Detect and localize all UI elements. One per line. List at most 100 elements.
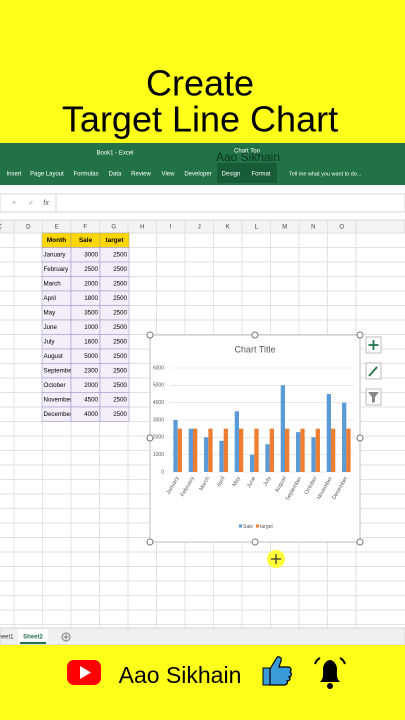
tell-me[interactable]: Tell me what you want to do...	[289, 171, 362, 177]
cell-text: 2500	[113, 382, 127, 389]
handle[interactable]	[251, 331, 259, 339]
plus-icon	[368, 340, 379, 350]
legend-label: Sale	[243, 524, 253, 530]
cell-text: 1600	[84, 338, 98, 345]
column-header: O	[339, 225, 344, 231]
cell-text: March	[44, 280, 62, 287]
ribbon-tab[interactable]: View	[162, 172, 176, 178]
like-icon	[262, 656, 292, 686]
chart-title: Chart Title	[234, 344, 275, 354]
handle[interactable]	[146, 434, 154, 442]
cell-text: November	[44, 396, 73, 403]
handle[interactable]	[356, 331, 364, 339]
bar	[254, 428, 259, 472]
legend-swatch	[256, 524, 259, 528]
bar	[239, 428, 244, 472]
active-sheet-tab[interactable]	[18, 629, 48, 643]
window-title: Book1 - Excel	[96, 151, 133, 157]
bar	[177, 428, 182, 472]
cell-text: 2500	[113, 396, 127, 403]
cell-text: 1000	[84, 324, 98, 331]
column-header: C	[0, 225, 3, 231]
cell-text: 5000	[84, 353, 98, 360]
filter-icon	[368, 392, 379, 403]
column-header: L	[255, 225, 259, 231]
cell	[99, 406, 130, 422]
cell-text: 3000	[84, 251, 98, 258]
ribbon-tab[interactable]: Format	[251, 172, 270, 178]
x-tick-label: June	[246, 476, 257, 489]
column-header: J	[198, 225, 201, 231]
header-text: target	[105, 237, 124, 244]
cell-text: October	[44, 382, 66, 389]
handle[interactable]	[251, 538, 259, 546]
bar	[204, 437, 209, 472]
ribbon-tab[interactable]: Insert	[6, 172, 21, 178]
handle[interactable]	[356, 538, 364, 546]
ribbon-tab[interactable]: Developer	[184, 172, 211, 178]
add-sheet-button[interactable]	[61, 632, 71, 642]
play-icon	[80, 666, 91, 679]
bar	[346, 428, 351, 472]
cell-text: 2300	[84, 367, 98, 374]
x-tick-label: July	[263, 476, 273, 488]
ribbon-tab[interactable]: Page Layout	[30, 172, 64, 178]
cell-text: 2000	[84, 280, 98, 287]
bar	[173, 420, 178, 472]
footer-bg	[0, 645, 405, 720]
chart-side-buttons	[365, 336, 382, 406]
column-header: G	[111, 225, 116, 231]
cell-text: September	[44, 367, 74, 374]
handle[interactable]	[356, 434, 364, 442]
bar	[219, 440, 224, 472]
y-tick-label: 1000	[153, 452, 164, 458]
bar	[326, 394, 331, 472]
column-header: E	[55, 225, 59, 231]
cell-text: February	[44, 266, 70, 273]
header-bg	[0, 0, 405, 143]
fx-button[interactable]: fx	[43, 200, 49, 207]
bell-icon	[314, 657, 346, 689]
cell-text: 2500	[113, 411, 127, 418]
x-tick-label: May	[232, 476, 243, 488]
cell-text: 2500	[113, 295, 127, 302]
bar	[331, 428, 336, 472]
cell-text: April	[44, 295, 56, 302]
bar	[300, 428, 305, 472]
y-tick-label: 3000	[153, 417, 164, 423]
cell-text: August	[44, 353, 64, 360]
headline: Target Line Chart	[62, 99, 338, 140]
legend-label: target	[260, 524, 273, 530]
cell-text: January	[44, 251, 67, 258]
bar	[315, 428, 320, 472]
y-tick-label: 4000	[153, 400, 164, 406]
cell-text: 2500	[113, 338, 127, 345]
cell-text: May	[44, 309, 57, 316]
sheet-tab[interactable]: Sheet2	[23, 635, 43, 641]
cell-text: 2500	[113, 280, 127, 287]
column-header: F	[83, 225, 87, 231]
y-tick-label: 5000	[153, 383, 164, 389]
x-tick-label: April	[216, 476, 227, 489]
cursor	[271, 554, 281, 564]
ribbon-tab[interactable]: Design	[222, 172, 241, 178]
bar	[188, 428, 193, 472]
ribbon-tab[interactable]: Formulas	[73, 172, 98, 178]
cell-text: 4500	[84, 396, 98, 403]
handle[interactable]	[146, 538, 154, 546]
cell-text: December	[44, 411, 73, 418]
cell-text: 2500	[113, 353, 127, 360]
formula-bar	[0, 193, 405, 213]
column-header-bar	[0, 219, 405, 234]
enter-button[interactable]: ✓	[28, 200, 34, 207]
ribbon-tab[interactable]: Review	[131, 172, 151, 178]
cancel-button[interactable]: ×	[12, 200, 16, 207]
cell-text: 2500	[113, 266, 127, 273]
ribbon	[0, 143, 405, 185]
y-tick-label: 0	[161, 469, 164, 475]
handle[interactable]	[146, 331, 154, 339]
sheet-tab[interactable]: heet1	[0, 635, 14, 641]
ribbon-tab[interactable]: Data	[109, 172, 122, 178]
